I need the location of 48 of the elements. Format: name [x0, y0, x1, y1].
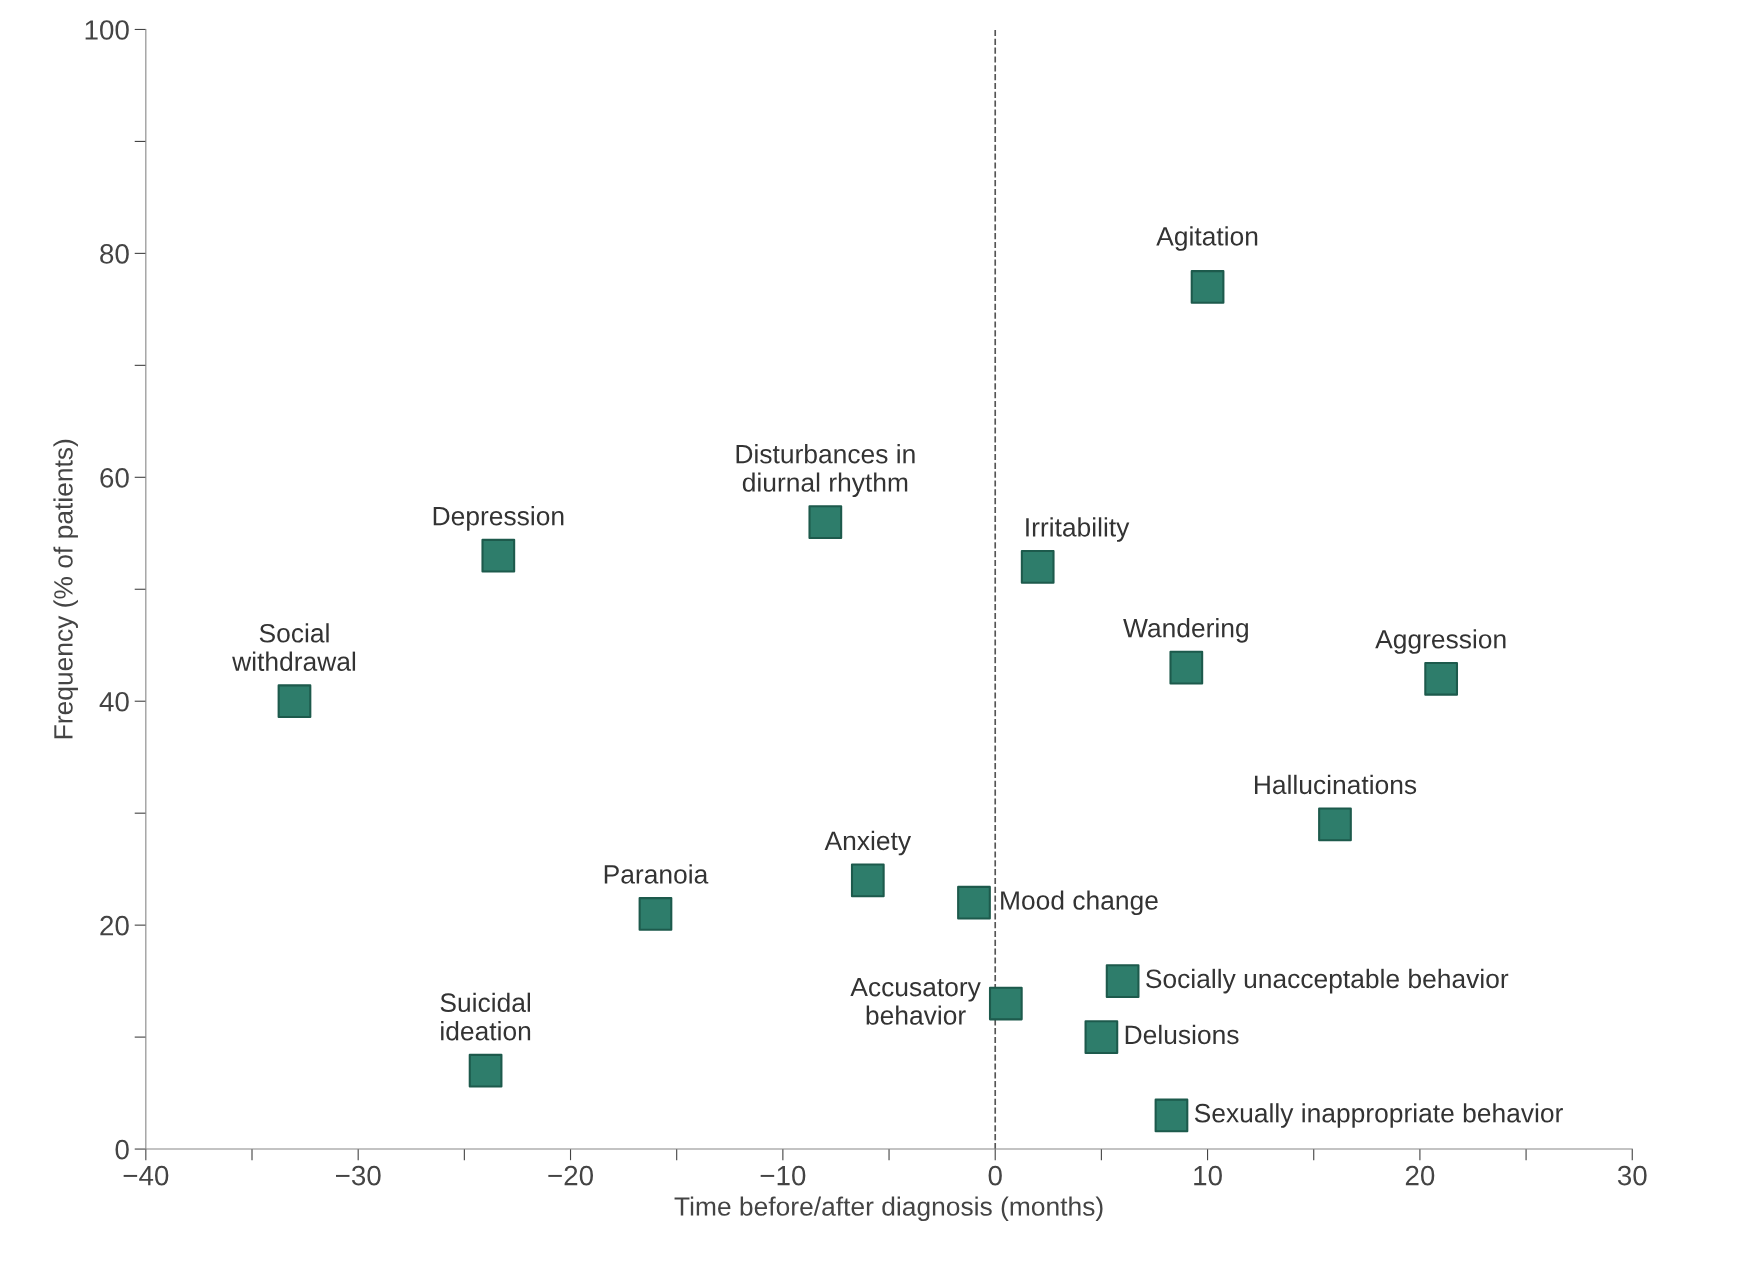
point — [850, 863, 885, 898]
x-tick-label: −30 — [335, 1165, 381, 1186]
point — [1424, 661, 1459, 696]
x-tick-label: −10 — [760, 1165, 806, 1186]
point — [1105, 964, 1140, 998]
point — [638, 897, 673, 931]
point — [1190, 270, 1225, 304]
x-tick-label: 10 — [1194, 1165, 1222, 1186]
x-tick-label: −20 — [548, 1165, 593, 1186]
annotation: Socially unacceptable behavior — [1146, 968, 1509, 994]
x-tick-label: 30 — [1617, 1165, 1647, 1186]
point — [1154, 1098, 1189, 1133]
point — [277, 684, 312, 719]
annotation: Accusatory behavior — [850, 977, 981, 1025]
point — [808, 505, 843, 539]
annotation: Social withdrawal — [232, 623, 356, 671]
y-tick-label: 60 — [100, 467, 129, 488]
annotation: Suicidal ideation — [440, 992, 531, 1041]
x-tick-label: 0 — [988, 1165, 1002, 1186]
point — [1084, 1020, 1119, 1054]
point — [988, 986, 1023, 1021]
y-axis-title: Frequency (% of patients) — [53, 439, 78, 739]
point — [1169, 650, 1204, 685]
y-tick-label: 80 — [100, 244, 129, 264]
annotation: Anxiety — [824, 830, 912, 856]
y-tick-label: 20 — [100, 915, 129, 936]
annotation: Delusions — [1125, 1024, 1239, 1045]
annotation: Wandering — [1123, 618, 1248, 643]
annotation: Sexually inappropriate behavior — [1194, 1103, 1563, 1128]
point — [957, 885, 991, 920]
annotation: Agitation — [1156, 226, 1258, 251]
x-tick-label: −40 — [123, 1165, 169, 1186]
y-tick-label: 100 — [85, 20, 129, 40]
annotation: Aggression — [1375, 629, 1506, 654]
point — [468, 1053, 503, 1088]
x-axis-title: Time before/after diagnosis (months) — [674, 1196, 1103, 1222]
y-tick-label: 40 — [99, 691, 129, 712]
y-tick-label: 0 — [115, 1139, 129, 1160]
annotation: Mood change — [1001, 890, 1158, 916]
annotation: Paranoia — [604, 864, 709, 884]
annotation: Irritability — [1026, 517, 1130, 542]
point — [1020, 549, 1055, 584]
x-tick-label: 20 — [1405, 1165, 1435, 1186]
point — [481, 538, 516, 573]
annotation: Depression — [433, 506, 564, 531]
annotation: Disturbances in diurnal rhythm — [736, 444, 915, 498]
point — [1318, 807, 1352, 842]
annotation: Hallucinations — [1254, 774, 1417, 795]
